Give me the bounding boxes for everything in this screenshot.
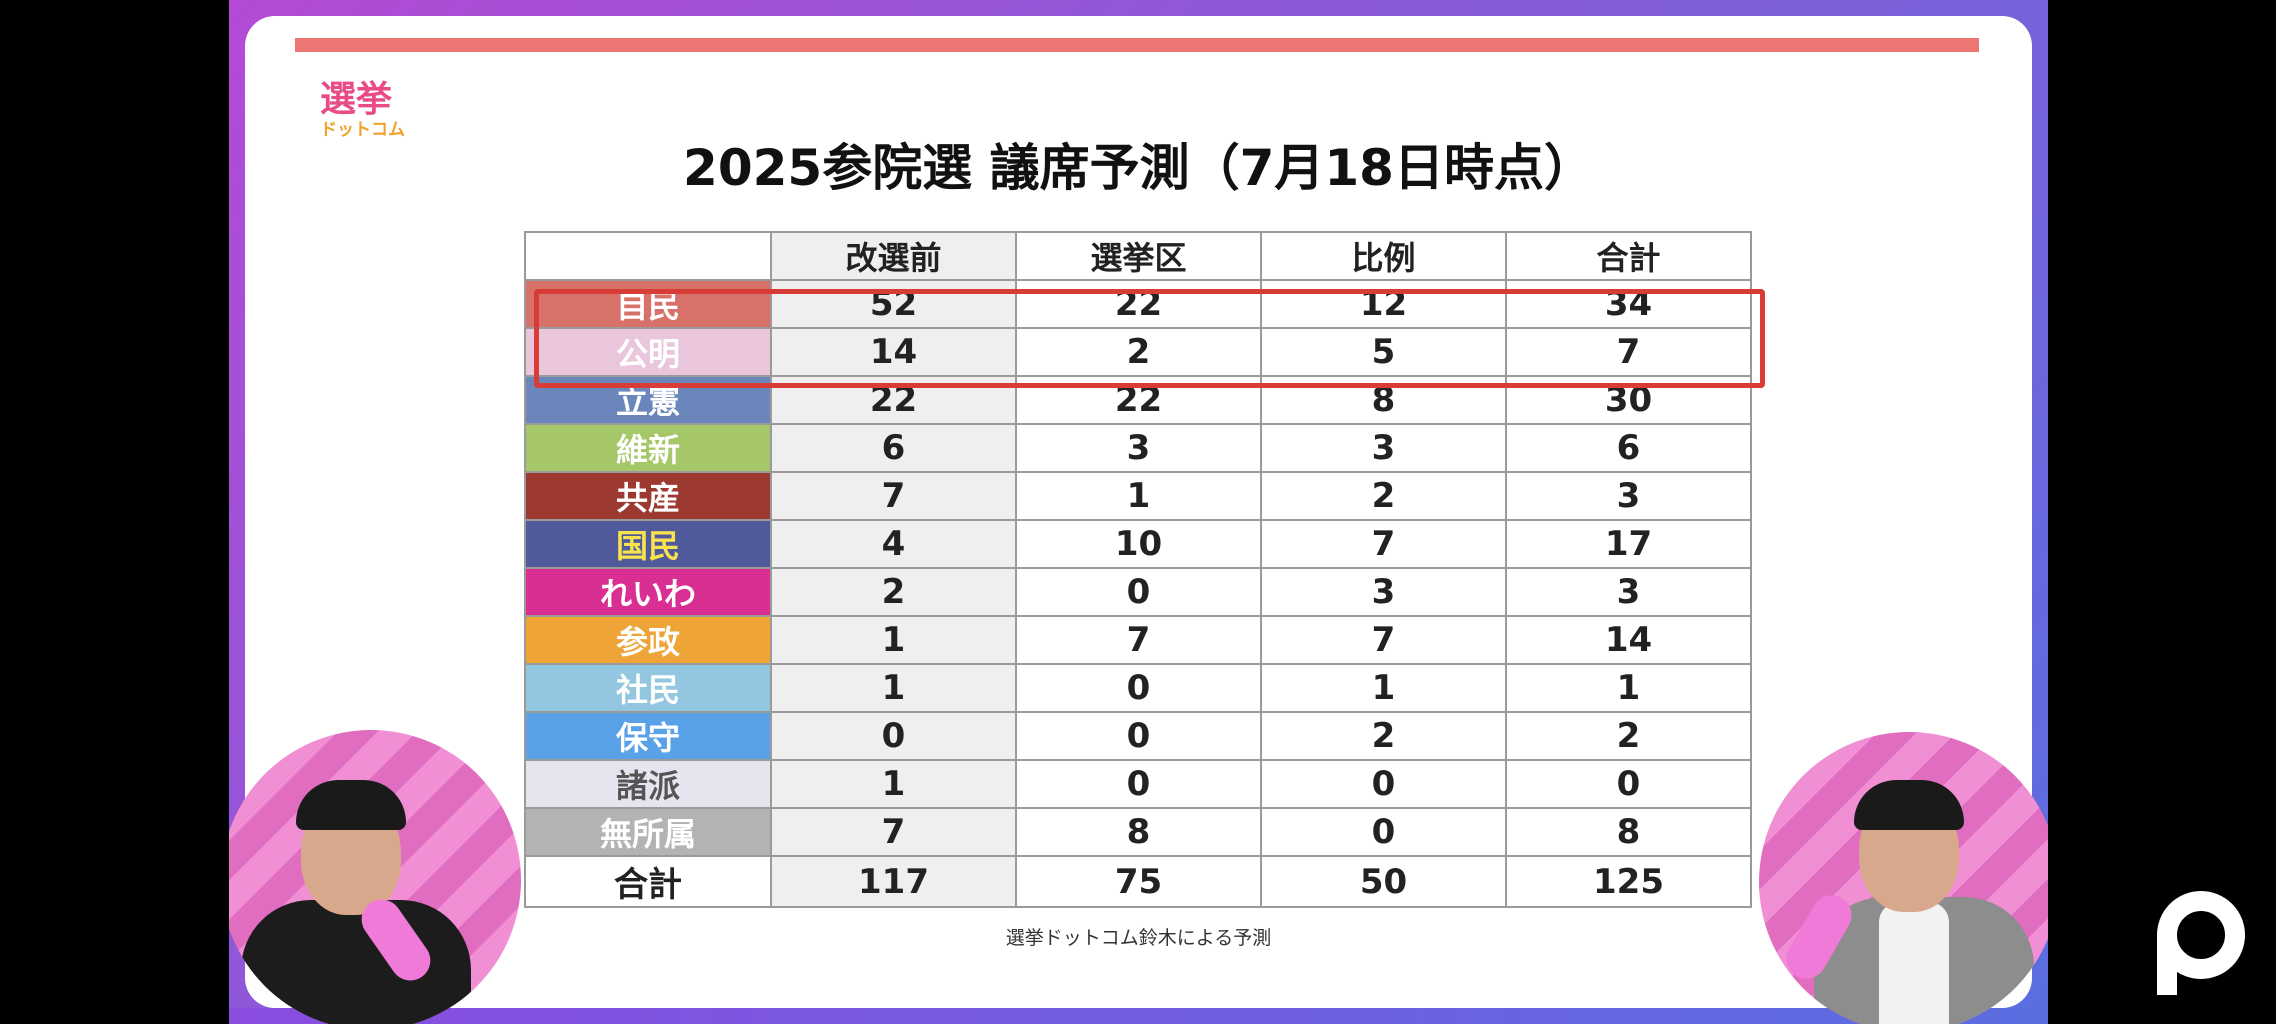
party-name-cell: 自民 <box>524 279 772 329</box>
party-name-cell: れいわ <box>524 567 772 617</box>
table-row: 公明 14 2 5 7 <box>524 327 1752 377</box>
table-row: 参政 1 7 7 14 <box>524 615 1752 665</box>
table-row: 維新 6 3 3 6 <box>524 423 1752 473</box>
party-name-cell: 公明 <box>524 327 772 377</box>
senkyo-logo: 選挙 ドットコム <box>320 80 410 152</box>
district-seats-cell: 0 <box>1015 663 1262 713</box>
table-row: 社民 1 0 1 1 <box>524 663 1752 713</box>
party-name-cell: 国民 <box>524 519 772 569</box>
total-proportional: 50 <box>1260 855 1507 908</box>
header-cell-party <box>524 231 772 281</box>
seats-before-cell: 7 <box>770 471 1017 521</box>
district-seats-cell: 10 <box>1015 519 1262 569</box>
table-row: 諸派 1 0 0 0 <box>524 759 1752 809</box>
proportional-seats-cell: 3 <box>1260 567 1507 617</box>
district-seats-cell: 0 <box>1015 711 1262 761</box>
total-seats-cell: 2 <box>1505 711 1752 761</box>
seats-before-cell: 2 <box>770 567 1017 617</box>
party-name-cell: 維新 <box>524 423 772 473</box>
seats-before-cell: 1 <box>770 663 1017 713</box>
proportional-seats-cell: 1 <box>1260 663 1507 713</box>
seats-before-cell: 52 <box>770 279 1017 329</box>
total-before: 117 <box>770 855 1017 908</box>
party-name-cell: 保守 <box>524 711 772 761</box>
guest-left-video <box>229 730 521 1024</box>
district-seats-cell: 7 <box>1015 615 1262 665</box>
header-cell-total: 合計 <box>1505 231 1752 281</box>
bottom-accent-bar <box>229 1008 2048 1024</box>
total-seats-cell: 7 <box>1505 327 1752 377</box>
table-row: れいわ 2 0 3 3 <box>524 567 1752 617</box>
total-seats-cell: 14 <box>1505 615 1752 665</box>
guest-left-person <box>229 730 521 1024</box>
proportional-seats-cell: 2 <box>1260 711 1507 761</box>
total-label: 合計 <box>524 855 772 908</box>
district-seats-cell: 8 <box>1015 807 1262 857</box>
accent-bar <box>295 38 1979 52</box>
district-seats-cell: 3 <box>1015 423 1262 473</box>
seats-before-cell: 4 <box>770 519 1017 569</box>
district-seats-cell: 22 <box>1015 279 1262 329</box>
party-name-cell: 社民 <box>524 663 772 713</box>
seats-before-cell: 7 <box>770 807 1017 857</box>
header-cell-district: 選挙区 <box>1015 231 1262 281</box>
table-total-row: 合計 117 75 50 125 <box>524 855 1752 908</box>
guest-right-video <box>1759 732 2048 1024</box>
guest-right-person <box>1759 732 2048 1024</box>
table-row: 無所属 7 8 0 8 <box>524 807 1752 857</box>
total-seats-cell: 0 <box>1505 759 1752 809</box>
proportional-seats-cell: 0 <box>1260 759 1507 809</box>
ruling-coalition-highlight-box <box>534 289 1765 388</box>
table-row: 共産 7 1 2 3 <box>524 471 1752 521</box>
district-seats-cell: 1 <box>1015 471 1262 521</box>
district-seats-cell: 0 <box>1015 759 1262 809</box>
proportional-seats-cell: 0 <box>1260 807 1507 857</box>
total-seats-cell: 8 <box>1505 807 1752 857</box>
table-row: 自民 52 22 12 34 <box>524 279 1752 329</box>
total-seats-cell: 6 <box>1505 423 1752 473</box>
table-row: 国民 4 10 7 17 <box>524 519 1752 569</box>
slide-title: 2025参院選 議席予測（7月18日時点） <box>683 139 1594 197</box>
total-total: 125 <box>1505 855 1752 908</box>
proportional-seats-cell: 12 <box>1260 279 1507 329</box>
party-name-cell: 共産 <box>524 471 772 521</box>
video-frame: 選挙 ドットコム 2025参院選 議席予測（7月18日時点） 改選前 選挙区 比… <box>229 0 2048 1024</box>
seats-before-cell: 1 <box>770 759 1017 809</box>
party-name-cell: 参政 <box>524 615 772 665</box>
proportional-seats-cell: 7 <box>1260 615 1507 665</box>
total-seats-cell: 1 <box>1505 663 1752 713</box>
proportional-seats-cell: 7 <box>1260 519 1507 569</box>
total-seats-cell: 17 <box>1505 519 1752 569</box>
logo-top-text: 選挙 <box>320 79 393 120</box>
seats-before-cell: 6 <box>770 423 1017 473</box>
seats-before-cell: 1 <box>770 615 1017 665</box>
source-caption: 選挙ドットコム鈴木による予測 <box>1005 927 1272 949</box>
table-header-row: 改選前 選挙区 比例 合計 <box>524 231 1752 281</box>
table-row: 保守 0 0 2 2 <box>524 711 1752 761</box>
p-logo-icon <box>2157 891 2245 995</box>
proportional-seats-cell: 5 <box>1260 327 1507 377</box>
party-name-cell: 諸派 <box>524 759 772 809</box>
seats-before-cell: 14 <box>770 327 1017 377</box>
total-seats-cell: 3 <box>1505 567 1752 617</box>
seats-before-cell: 0 <box>770 711 1017 761</box>
slide-card: 選挙 ドットコム 2025参院選 議席予測（7月18日時点） 改選前 選挙区 比… <box>245 16 2032 1008</box>
proportional-seats-cell: 2 <box>1260 471 1507 521</box>
header-cell-proportional: 比例 <box>1260 231 1507 281</box>
party-name-cell: 無所属 <box>524 807 772 857</box>
header-cell-before: 改選前 <box>770 231 1017 281</box>
total-seats-cell: 3 <box>1505 471 1752 521</box>
district-seats-cell: 2 <box>1015 327 1262 377</box>
district-seats-cell: 0 <box>1015 567 1262 617</box>
total-district: 75 <box>1015 855 1262 908</box>
logo-bottom-text: ドットコム <box>320 120 405 140</box>
proportional-seats-cell: 3 <box>1260 423 1507 473</box>
